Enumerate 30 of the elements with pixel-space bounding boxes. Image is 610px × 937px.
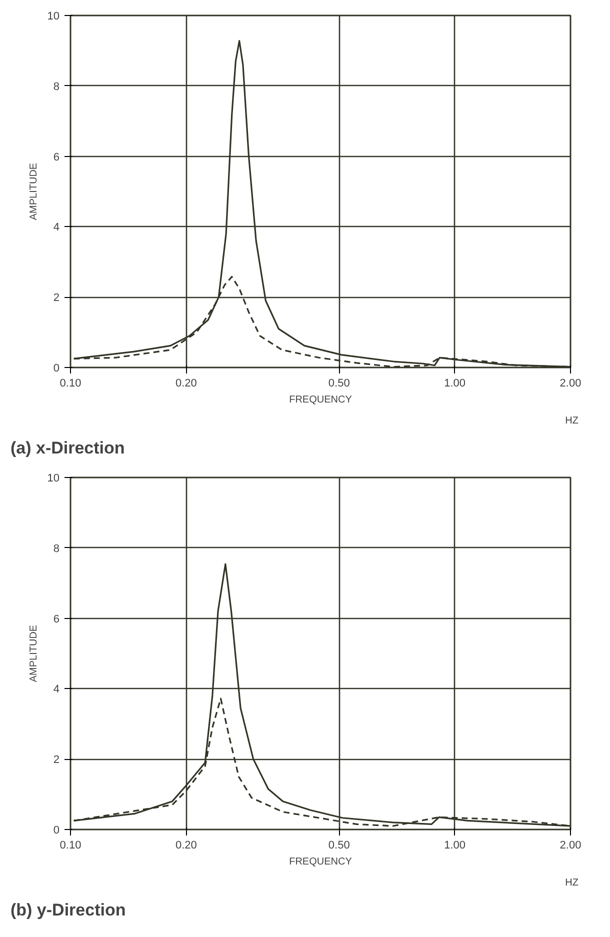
x-tick-label: 0.50 [328,378,350,390]
text: (b) y-Direction [10,900,126,920]
x-tick-label: 1.00 [444,378,466,390]
x-tick-label: 0.20 [175,378,197,390]
x-tick-label: 0.50 [328,840,350,852]
y-tick-label: 6 [53,613,60,626]
y-tick-label: 0 [53,362,60,374]
x-tick-label: 1.00 [444,840,466,852]
text: HZ [565,878,579,888]
y-axis-title: AMPLITUDE [28,624,40,682]
x-axis-title: FREQUENCY [289,856,352,868]
x-tick-label: 0.10 [60,840,82,852]
y-tick-label: 6 [53,151,60,164]
x-axis-title: FREQUENCY [289,394,352,406]
text: HZ [565,416,579,426]
y-tick-label: 8 [53,80,60,93]
y-axis-title: AMPLITUDE [28,162,40,220]
y-tick-label: 10 [47,10,60,22]
y-tick-label: 2 [53,292,60,304]
x-tick-label: 2.00 [560,378,582,390]
text: (a) x-Direction [10,438,125,458]
x-tick-label: 0.10 [60,378,82,390]
y-tick-label: 4 [53,684,60,696]
y-tick-label: 0 [53,824,60,836]
y-tick-label: 4 [53,222,60,234]
x-tick-label: 0.20 [175,840,197,852]
y-tick-label: 10 [47,472,60,484]
y-tick-label: 8 [53,542,60,555]
y-tick-label: 2 [53,754,60,766]
x-tick-label: 2.00 [560,840,582,852]
